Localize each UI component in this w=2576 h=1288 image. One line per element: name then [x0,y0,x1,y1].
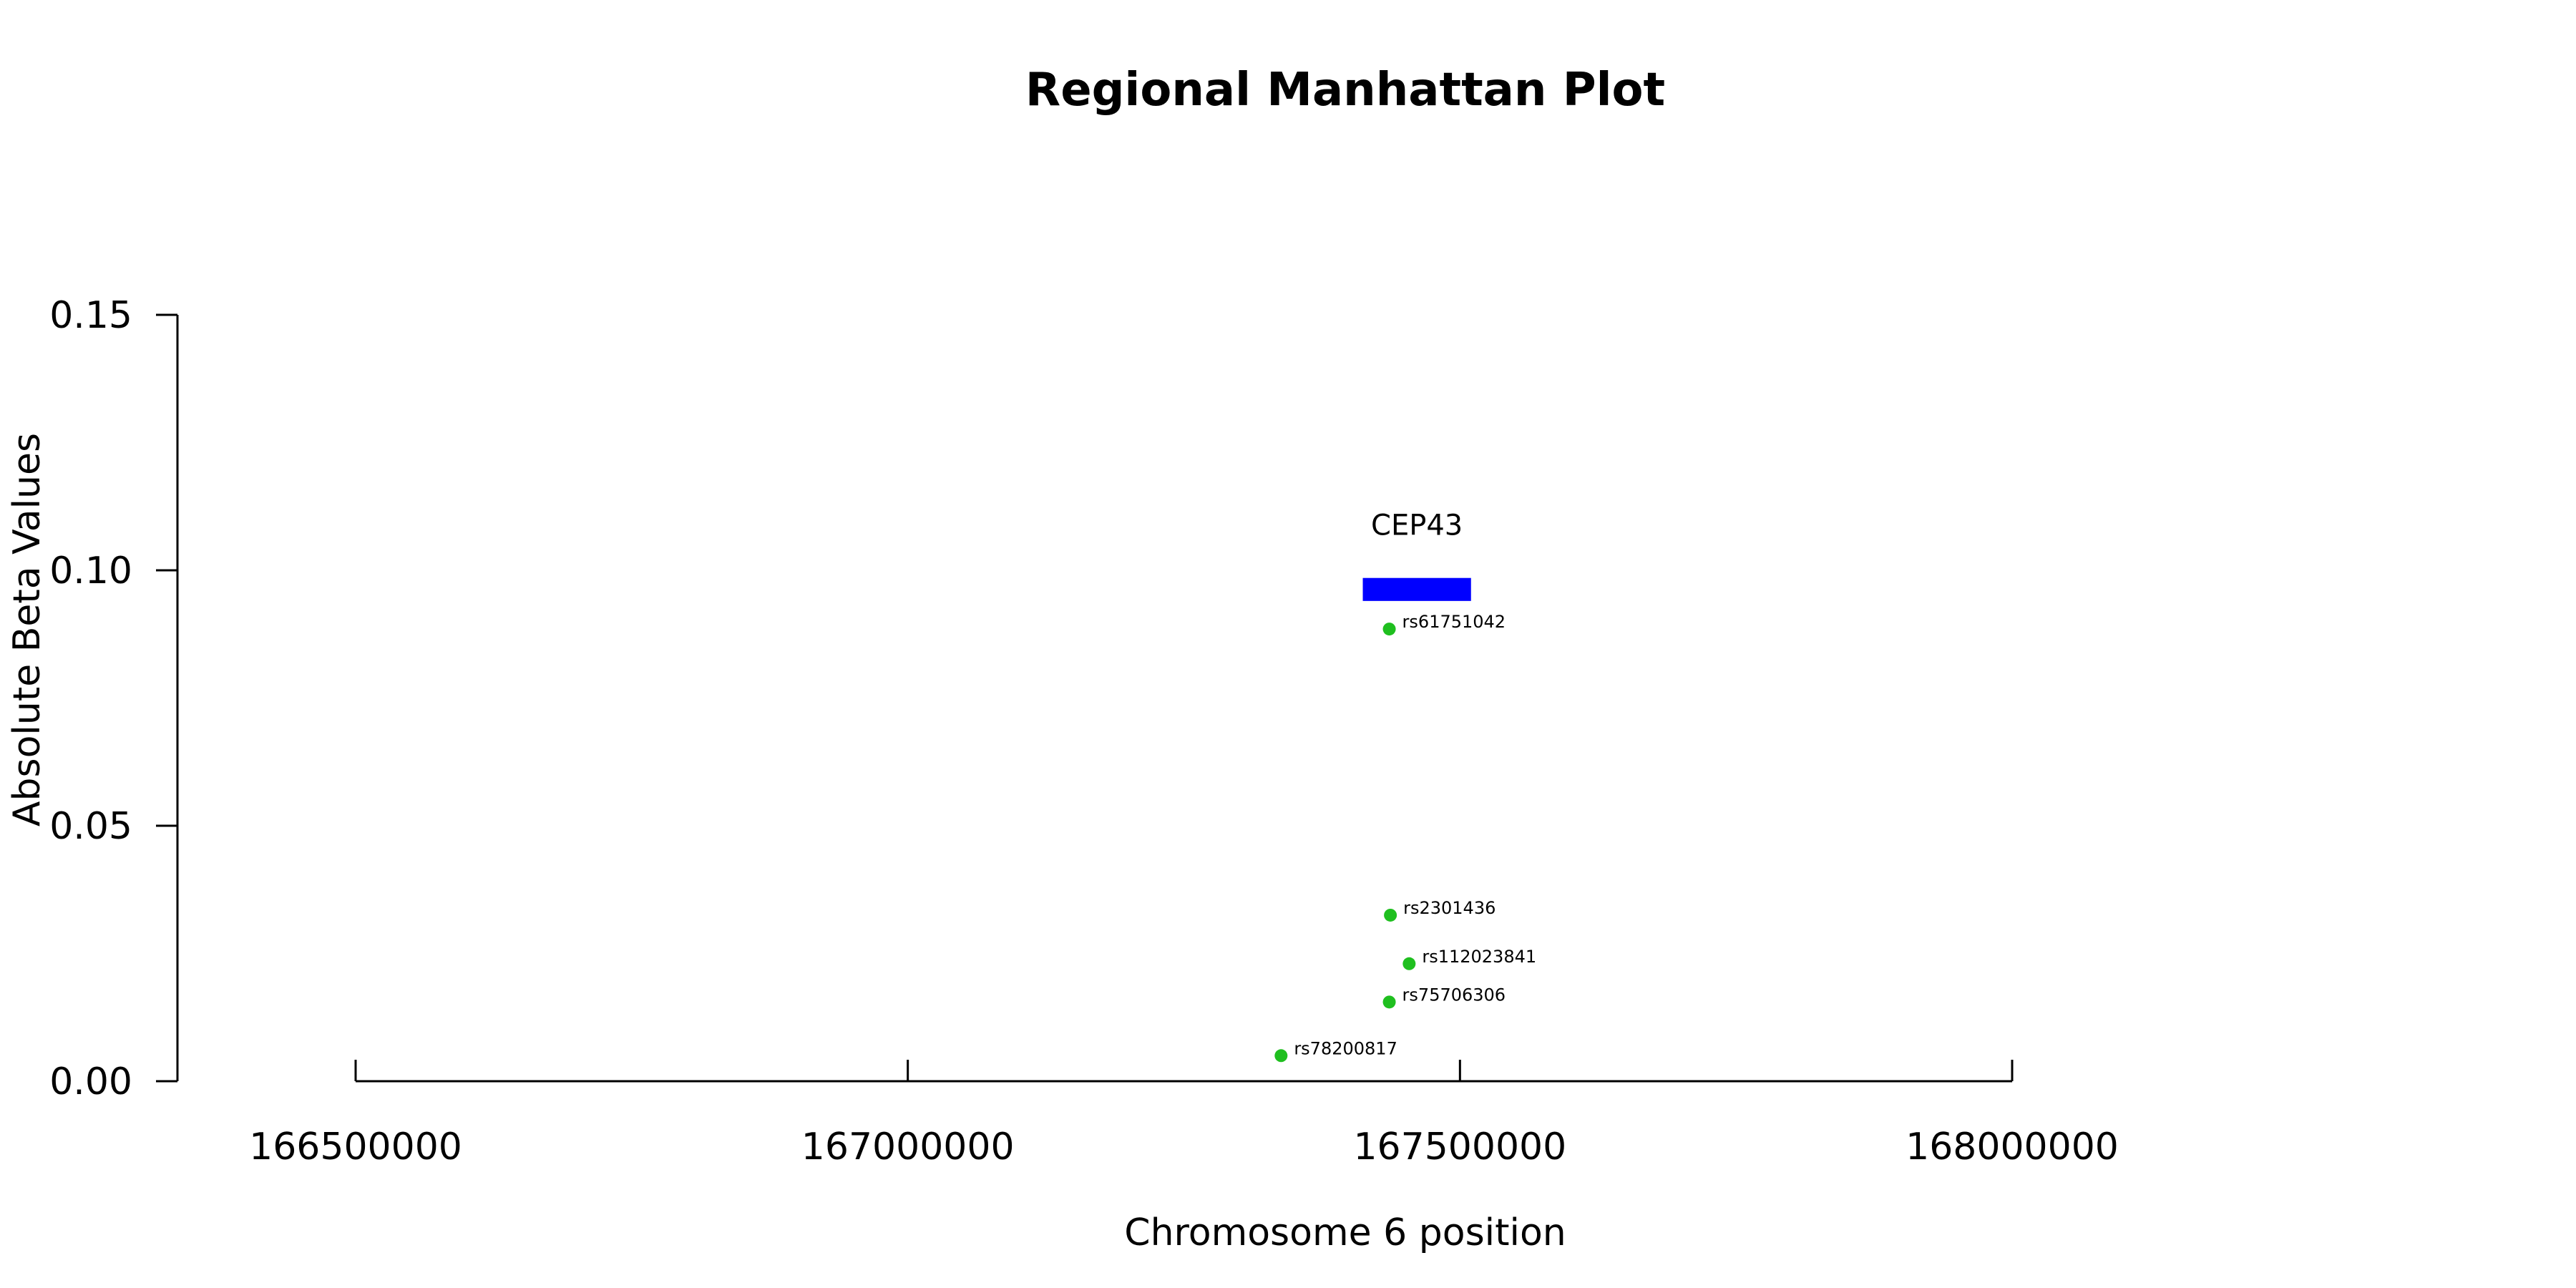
snp-label: rs112023841 [1422,947,1536,967]
y-tick-label: 0.10 [49,550,132,592]
y-tick-label: 0.00 [49,1060,132,1103]
gene-track: CEP43 [1362,509,1471,601]
x-tick-label: 167000000 [801,1126,1015,1169]
snp-label: rs75706306 [1402,985,1506,1005]
gene-bar [1362,577,1471,601]
snp-point [1382,995,1396,1009]
snp-label: rs61751042 [1402,612,1506,632]
y-tick-label: 0.05 [49,805,132,848]
y-tick-label: 0.15 [49,294,132,337]
snp-label: rs2301436 [1403,898,1496,918]
gene-label: CEP43 [1371,509,1463,542]
x-tick-label: 168000000 [1906,1126,2119,1169]
y-axis-label: Absolute Beta Values [6,433,49,826]
snp-point [1274,1049,1288,1063]
x-tick-label: 166500000 [249,1126,462,1169]
snp-point [1402,957,1416,970]
snp-points: rs61751042 rs2301436 rs112023841 rs75706306… [1274,612,1536,1063]
chart-title: Regional Manhattan Plot [1025,64,1665,117]
snp-label: rs78200817 [1294,1038,1397,1058]
x-axis-ticks: 166500000 167000000 167500000 168000000 [249,1060,2119,1169]
y-axis-ticks: 0.00 0.05 0.10 0.15 [49,294,177,1103]
snp-point [1384,908,1397,922]
x-tick-label: 167500000 [1353,1126,1566,1169]
snp-point [1382,623,1396,636]
x-axis-label: Chromosome 6 position [1124,1211,1566,1254]
